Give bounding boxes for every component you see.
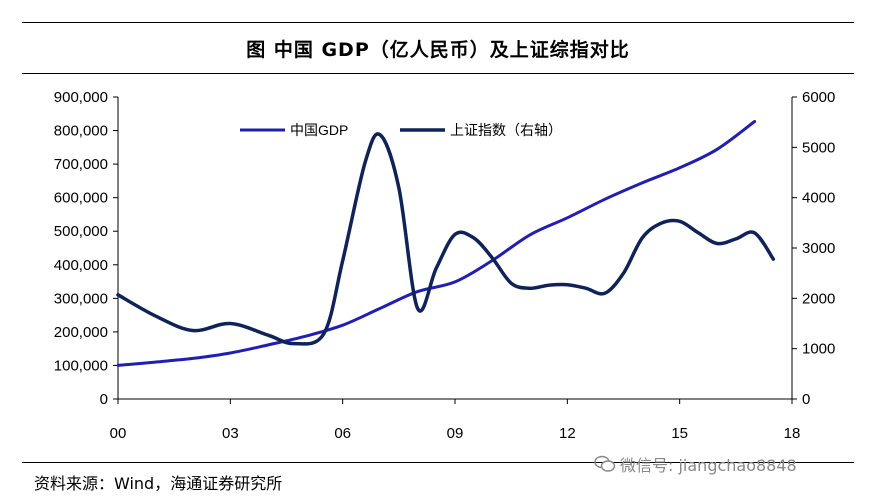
x-tick-label: 18 [784, 425, 801, 442]
series-line-gdp [116, 120, 757, 367]
source-note: 资料来源：Wind，海通证券研究所 [34, 474, 283, 493]
x-tick-label: 06 [334, 425, 351, 442]
y-left-tick-label: 300,000 [54, 290, 108, 307]
x-tick-label: 00 [110, 425, 127, 442]
y-right-tick-label: 0 [802, 391, 810, 408]
y-right-tick-label: 5000 [802, 139, 835, 156]
x-tick-label: 15 [671, 425, 688, 442]
x-tick-label: 09 [447, 425, 464, 442]
y-left-tick-label: 700,000 [54, 156, 108, 173]
chart-title: 图 中国 GDP（亿人民币）及上证综指对比 [246, 38, 630, 61]
x-tick-label: 12 [559, 425, 576, 442]
series-line-index [116, 132, 776, 346]
y-left-tick-label: 900,000 [54, 89, 108, 106]
y-left-tick-label: 600,000 [54, 190, 108, 207]
y-right-tick-label: 4000 [802, 190, 835, 207]
x-tick-label: 03 [222, 425, 239, 442]
title-bar: 图 中国 GDP（亿人民币）及上证综指对比 [22, 22, 854, 74]
wechat-icon [594, 455, 616, 472]
y-left-tick-label: 100,000 [54, 357, 108, 374]
watermark: 微信号: jiangchao8848 [594, 452, 797, 476]
y-right-tick-label: 3000 [802, 240, 835, 257]
y-left-tick-label: 0 [100, 391, 108, 408]
footer-rule [22, 462, 854, 463]
y-left-tick-label: 400,000 [54, 257, 108, 274]
legend-label-index: 上证指数（右轴） [450, 122, 562, 138]
y-left-tick-label: 500,000 [54, 223, 108, 240]
legend-label-gdp: 中国GDP [290, 122, 348, 138]
y-right-tick-label: 2000 [802, 290, 835, 307]
y-right-tick-label: 1000 [802, 341, 835, 358]
y-left-tick-label: 800,000 [54, 123, 108, 140]
y-right-tick-label: 6000 [802, 89, 835, 106]
y-left-tick-label: 200,000 [54, 324, 108, 341]
watermark-text: 微信号: jiangchao8848 [620, 456, 797, 475]
